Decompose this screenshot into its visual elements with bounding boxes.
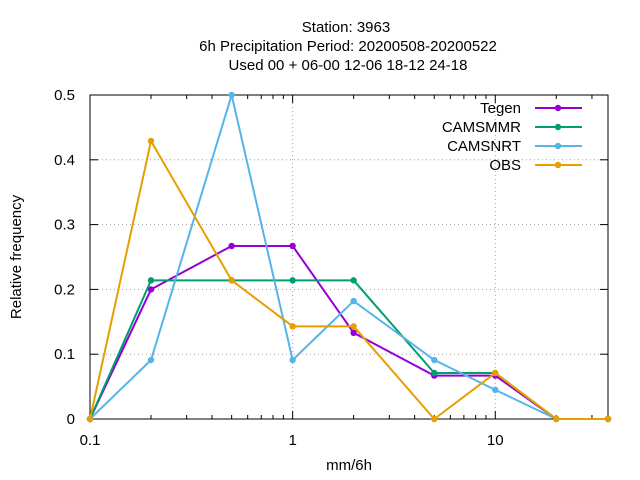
data-point-camsmmr <box>147 277 155 284</box>
y-tick-label: 0 <box>67 411 75 428</box>
data-point-tegen <box>228 242 235 250</box>
data-point-obs <box>431 415 438 423</box>
data-point-camsnrt <box>147 356 155 364</box>
axis-ticks: 0 0.1 0.2 0.3 0.4 0.5 0.1 1 10 <box>54 87 608 449</box>
legend-marker <box>554 161 562 169</box>
data-point-tegen <box>147 286 155 293</box>
y-tick-label: 0.1 <box>54 346 75 363</box>
legend: Tegen CAMSMMR CAMSNRT OBS <box>442 100 582 174</box>
data-point-obs <box>289 323 296 330</box>
data-point-obs <box>147 137 155 145</box>
y-tick-label: 0.2 <box>54 281 75 298</box>
legend-label: CAMSNRT <box>447 138 521 155</box>
legend-label: Tegen <box>480 100 521 117</box>
legend-label: OBS <box>489 157 521 174</box>
legend-marker <box>554 142 562 150</box>
y-tick-label: 0.5 <box>54 87 75 104</box>
chart-title-line-2: 6h Precipitation Period: 20200508-202005… <box>199 38 497 55</box>
chart-title-line-1: Station: 3963 <box>302 19 390 36</box>
x-tick-label: 10 <box>487 432 504 449</box>
y-axis-label: Relative frequency <box>8 194 25 319</box>
data-point-obs <box>350 323 357 330</box>
chart-title-line-3: Used 00 + 06-00 12-06 18-12 24-18 <box>229 57 468 74</box>
data-point-camsnrt <box>289 356 296 364</box>
x-tick-label: 0.1 <box>80 432 101 449</box>
series-line-camsnrt <box>89 94 608 420</box>
plot-frame <box>89 94 609 420</box>
data-point-obs <box>228 277 235 284</box>
series-line-tegen <box>89 244 608 420</box>
data-point-camsmmr <box>431 369 438 377</box>
data-point-obs <box>86 415 94 423</box>
x-axis-label: mm/6h <box>326 457 372 474</box>
data-point-obs <box>553 415 560 423</box>
y-tick-label: 0.3 <box>54 217 75 234</box>
x-tick-label: 1 <box>288 432 296 449</box>
data-point-camsnrt <box>350 297 357 305</box>
data-point-camsmmr <box>350 277 357 284</box>
series-lines <box>86 91 612 423</box>
data-point-tegen <box>350 329 357 337</box>
grid <box>90 95 608 419</box>
data-point-camsnrt <box>431 356 438 364</box>
legend-marker <box>554 123 562 131</box>
legend-marker <box>554 104 562 112</box>
data-point-camsnrt <box>492 386 499 394</box>
legend-label: CAMSMMR <box>442 119 521 136</box>
data-point-camsmmr <box>289 277 296 284</box>
data-point-camsnrt <box>228 91 235 99</box>
data-point-tegen <box>289 242 296 250</box>
data-point-obs <box>604 415 612 423</box>
data-point-obs <box>492 369 499 377</box>
y-tick-label: 0.4 <box>54 152 75 169</box>
